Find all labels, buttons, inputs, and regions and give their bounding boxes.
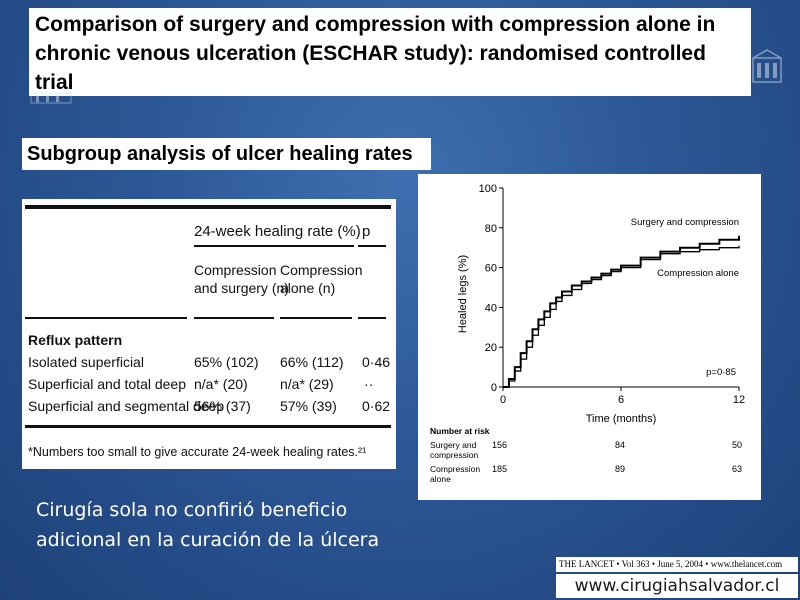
risk-value: 89 <box>615 464 625 474</box>
risk-row-label: Compression <box>430 464 480 474</box>
table-cell: 66% (112) <box>280 354 344 370</box>
table-row-label: Superficial and segmental deep <box>28 398 225 414</box>
col2-header: Compression alone (n) <box>280 262 363 296</box>
header-rule-a <box>25 317 187 319</box>
table-footnote: *Numbers too small to give accurate 24-w… <box>28 445 367 459</box>
legend-compression-alone: Compression alone <box>657 268 739 279</box>
table-cell: n/a* (20) <box>194 376 248 392</box>
y-tick-label: 0 <box>491 382 497 394</box>
table-cell: 65% (102) <box>194 354 259 370</box>
healing-rate-table: 24-week healing rate (%) p Compression a… <box>22 199 396 469</box>
header-rule-d <box>358 317 386 319</box>
risk-value: 50 <box>732 440 742 450</box>
risk-value: 156 <box>492 440 507 450</box>
slide-title: Comparison of surgery and compression wi… <box>29 8 751 96</box>
risk-row-label: compression <box>430 450 478 460</box>
risk-value: 185 <box>492 464 507 474</box>
y-tick-label: 40 <box>485 302 497 314</box>
risk-table-title: Number at risk <box>430 426 490 436</box>
y-axis-label: Healed legs (%) <box>457 255 469 333</box>
legend-surgery-and-compression: Surgery and compression <box>631 217 739 228</box>
x-tick-label: 6 <box>618 394 624 406</box>
conclusion-text: Cirugía sola no confirió beneficio adici… <box>36 499 380 551</box>
x-tick-label: 12 <box>733 394 745 406</box>
series-line-surgery-and-compression <box>503 235 740 388</box>
table-cell: ·· <box>364 376 374 392</box>
table-cell: 57% (39) <box>280 398 337 414</box>
x-axis-label: Time (months) <box>586 413 657 425</box>
website-url: www.cirugiahsalvador.cl <box>556 574 798 598</box>
group-header: 24-week healing rate (%) <box>194 223 361 240</box>
y-tick-label: 100 <box>479 183 497 195</box>
x-tick-label: 0 <box>500 394 506 406</box>
section-subtitle: Subgroup analysis of ulcer healing rates <box>22 138 431 170</box>
col1-header: Compression and surgery (n) <box>194 262 289 296</box>
table-row-label: Superficial and total deep <box>28 376 186 392</box>
table-bottom-rule <box>25 425 391 428</box>
y-tick-label: 60 <box>485 263 497 275</box>
healing-chart: 0 20 40 60 80 100 0 6 12 Healed legs (%) Time (m… <box>418 174 761 500</box>
y-tick-label: 80 <box>485 223 497 235</box>
section-label: Reflux pattern <box>28 332 123 348</box>
table-cell: 56% (37) <box>194 398 251 414</box>
table-cell: 0·46 <box>362 354 391 370</box>
table-row-label: Isolated superficial <box>28 354 144 370</box>
risk-value: 63 <box>732 464 742 474</box>
y-tick-label: 20 <box>485 342 497 354</box>
risk-row-label: Surgery and <box>430 440 477 450</box>
table-cell: 0·62 <box>362 398 391 414</box>
header-rule-c <box>280 317 352 319</box>
p-value-annotation: p=0·85 <box>706 367 736 378</box>
risk-row-label: alone <box>430 474 451 484</box>
group-header-rule <box>194 245 354 247</box>
header-rule-b <box>194 317 274 319</box>
p-header-rule <box>358 245 386 247</box>
building-crest-icon-left <box>30 92 72 104</box>
kaplan-meier-chart: 0 20 40 60 80 100 0 6 12 Healed legs (%) Time (m… <box>430 183 745 484</box>
building-crest-icon <box>752 49 782 83</box>
series-line-compression-alone <box>503 245 740 388</box>
risk-value: 84 <box>615 440 625 450</box>
table-cell: n/a* (29) <box>280 376 334 392</box>
journal-citation: THE LANCET • Vol 363 • June 5, 2004 • ww… <box>556 557 798 572</box>
p-header: p <box>362 223 371 240</box>
table-top-rule <box>25 205 391 209</box>
